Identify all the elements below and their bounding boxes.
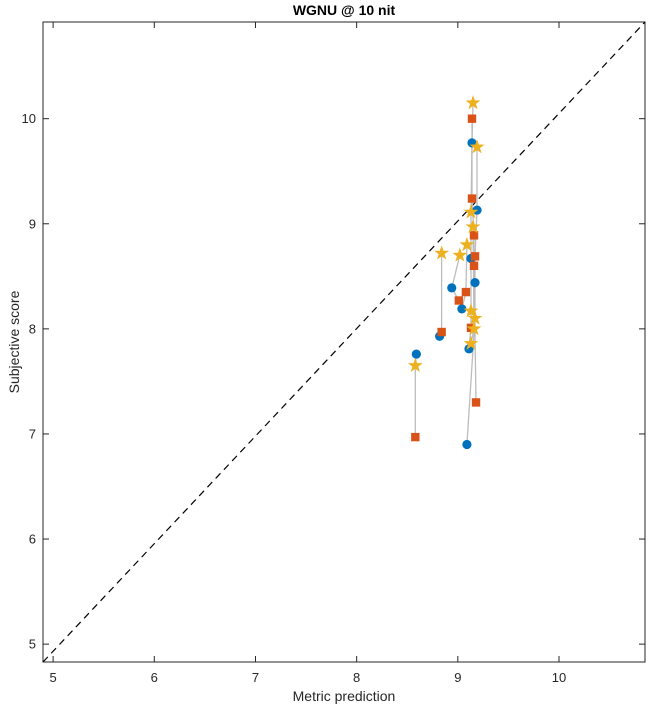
axes-box [42,21,646,663]
connector-line [439,253,443,337]
marker-circle [411,349,421,359]
y-tick-label: 5 [29,637,36,652]
x-tick-label: 5 [50,670,57,685]
marker-star [469,139,485,154]
chart-title: WGNU @ 10 nit [292,2,396,18]
marker-circle [447,283,457,293]
marker-square [411,432,420,442]
x-tick-label: 6 [151,670,158,685]
marker-square [467,194,477,203]
x-tick-label: 10 [552,670,566,685]
marker-star [463,335,479,350]
x-tick-label: 8 [353,670,360,685]
marker-star [463,204,479,219]
marker-square [469,261,479,271]
marker-star [467,310,483,325]
y-tick-label: 10 [22,111,36,126]
identity-line [42,21,646,663]
x-axis-label: Metric prediction [292,688,396,704]
y-tick-label: 8 [29,321,36,336]
x-tick-label: 7 [252,670,259,685]
marker-square [469,231,479,240]
marker-star [465,219,481,234]
marker-square [470,252,480,261]
marker-square [467,114,477,123]
marker-circle [462,439,472,450]
y-tick-label: 6 [29,532,36,547]
marker-square [461,287,471,297]
y-axis-label: Subjective score [6,290,22,394]
y-tick-label: 9 [29,216,36,231]
marker-star [407,357,423,372]
marker-star [459,236,475,252]
marker-square [437,327,446,337]
marker-star [466,321,482,336]
marker-square [454,296,464,305]
y-tick-label: 7 [29,426,36,441]
marker-circle [470,278,480,288]
x-tick-label: 9 [454,670,461,685]
marker-star [463,303,479,318]
marker-square [471,398,481,407]
connector-line [451,255,461,301]
marker-star [434,245,450,260]
marker-star [452,247,468,262]
marker-circle [457,304,467,314]
marker-star [465,95,481,110]
